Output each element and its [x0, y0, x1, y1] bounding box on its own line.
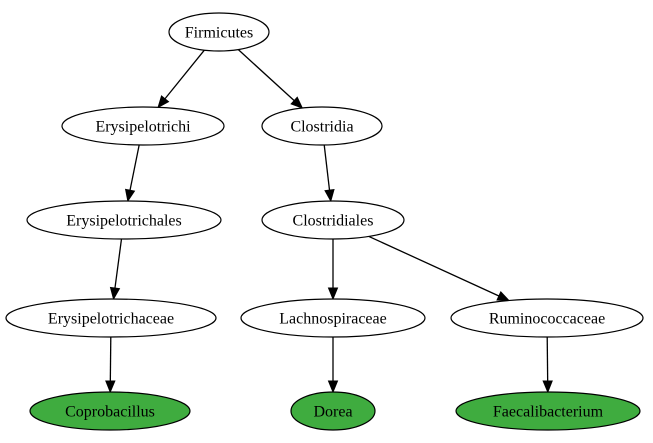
node-ruminococcaceae: Ruminococcaceae: [450, 298, 644, 338]
arrowhead: [542, 380, 553, 394]
edge-line: [323, 144, 331, 191]
edge-clostridia-to-clostridiales: [323, 144, 335, 203]
node-ellipse: [26, 200, 222, 240]
arrowhead: [324, 188, 335, 203]
node-ellipse: [450, 298, 644, 338]
edge-clostridiales-to-lachnospiraceae: [327, 239, 339, 301]
arrowhead: [157, 95, 170, 109]
node-ellipse: [261, 106, 383, 146]
edge-line: [368, 235, 500, 297]
edge-clostridiales-to-ruminococcaceae: [368, 235, 511, 302]
edge-line: [129, 144, 140, 191]
node-ellipse: [290, 391, 376, 431]
edge-line: [237, 49, 295, 102]
node-erysipelotrichaceae: Erysipelotrichaceae: [5, 298, 217, 338]
node-label: Erysipelotrichales: [66, 213, 182, 230]
node-ellipse: [168, 12, 270, 52]
arrowhead: [327, 380, 339, 394]
edge-firmicutes-to-clostridia: [237, 49, 304, 109]
node-ellipse: [5, 298, 217, 338]
node-ellipse: [61, 106, 225, 146]
node-label: Ruminococcaceae: [489, 311, 605, 328]
node-label: Faecalibacterium: [493, 404, 604, 421]
node-ellipse: [261, 200, 405, 240]
edge-line: [114, 238, 123, 289]
arrowhead: [290, 96, 304, 109]
node-lachnospiraceae: Lachnospiraceae: [240, 298, 426, 338]
node-label: Firmicutes: [185, 25, 253, 42]
edge-ruminococcaceae-to-faecalibacterium: [542, 336, 553, 394]
node-clostridia: Clostridia: [261, 106, 383, 146]
node-clostridiales: Clostridiales: [261, 200, 405, 240]
edge-erysipelotrichi-to-erysipelotrichales: [124, 144, 140, 203]
node-label: Erysipelotrichi: [95, 119, 191, 136]
node-coprobacillus: Coprobacillus: [29, 391, 191, 431]
arrowhead: [327, 287, 339, 301]
node-label: Coprobacillus: [65, 404, 155, 421]
node-ellipse: [29, 391, 191, 431]
edge-firmicutes-to-erysipelotrichi: [157, 49, 205, 109]
edge-lachnospiraceae-to-dorea: [327, 337, 339, 394]
node-faecalibacterium: Faecalibacterium: [455, 391, 641, 431]
arrowhead: [109, 286, 121, 301]
node-dorea: Dorea: [290, 391, 376, 431]
node-firmicutes: Firmicutes: [168, 12, 270, 52]
edges-layer: [105, 49, 553, 394]
node-erysipelotrichi: Erysipelotrichi: [61, 106, 225, 146]
nodes-layer: Firmicutes Erysipelotrichi Clostridia Erysi…: [5, 12, 644, 431]
node-label: Lachnospiraceae: [279, 311, 386, 328]
edge-erysipelotrichales-to-erysipelotrichaceae: [109, 238, 123, 301]
node-ellipse: [240, 298, 426, 338]
arrowhead: [105, 380, 116, 394]
node-label: Erysipelotrichaceae: [48, 311, 174, 328]
arrowhead: [496, 291, 511, 302]
edge-erysipelotrichaceae-to-coprobacillus: [105, 336, 116, 394]
node-label: Clostridia: [290, 119, 353, 136]
node-label: Dorea: [313, 404, 352, 421]
arrowhead: [124, 188, 136, 203]
node-ellipse: [455, 391, 641, 431]
node-erysipelotrichales: Erysipelotrichales: [26, 200, 222, 240]
edge-line: [164, 49, 205, 100]
node-label: Clostridiales: [293, 213, 374, 230]
